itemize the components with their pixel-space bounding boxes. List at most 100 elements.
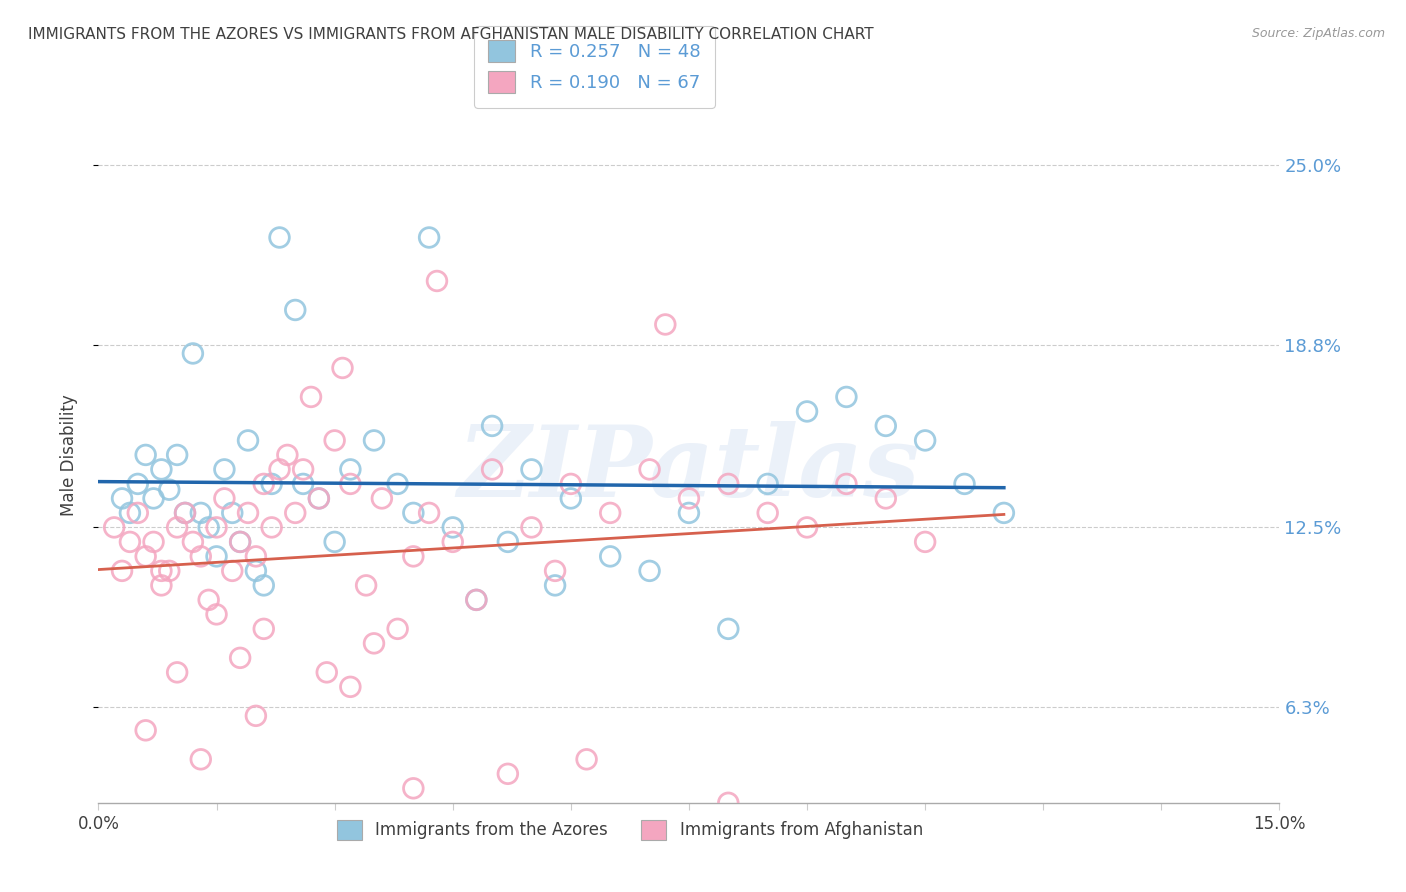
Text: ZIPatlas: ZIPatlas bbox=[458, 421, 920, 517]
Point bbox=[914, 434, 936, 448]
Point bbox=[756, 506, 779, 520]
Point bbox=[363, 636, 385, 650]
Point bbox=[914, 535, 936, 549]
Point bbox=[717, 476, 740, 491]
Point bbox=[142, 491, 165, 506]
Point bbox=[835, 476, 858, 491]
Point bbox=[190, 752, 212, 766]
Point bbox=[315, 665, 337, 680]
Point bbox=[796, 520, 818, 534]
Point bbox=[638, 564, 661, 578]
Point bbox=[127, 506, 149, 520]
Point bbox=[111, 491, 134, 506]
Point bbox=[135, 723, 157, 738]
Legend: R = 0.257   N = 48, R = 0.190   N = 67: R = 0.257 N = 48, R = 0.190 N = 67 bbox=[474, 26, 716, 108]
Point bbox=[253, 476, 276, 491]
Point bbox=[197, 592, 219, 607]
Point bbox=[284, 303, 307, 318]
Point bbox=[181, 346, 204, 360]
Point bbox=[253, 622, 276, 636]
Point bbox=[354, 578, 377, 592]
Point bbox=[236, 506, 259, 520]
Point bbox=[835, 390, 858, 404]
Point bbox=[166, 520, 188, 534]
Point bbox=[575, 752, 598, 766]
Point bbox=[402, 781, 425, 796]
Point bbox=[150, 578, 173, 592]
Point bbox=[560, 476, 582, 491]
Point bbox=[796, 404, 818, 418]
Point bbox=[418, 230, 440, 244]
Point bbox=[205, 607, 228, 622]
Point bbox=[157, 483, 180, 497]
Point bbox=[402, 506, 425, 520]
Point bbox=[308, 491, 330, 506]
Legend: Immigrants from the Azores, Immigrants from Afghanistan: Immigrants from the Azores, Immigrants f… bbox=[330, 813, 929, 847]
Point bbox=[142, 535, 165, 549]
Point bbox=[363, 434, 385, 448]
Point bbox=[387, 476, 409, 491]
Point bbox=[229, 535, 252, 549]
Point bbox=[118, 506, 141, 520]
Point bbox=[174, 506, 197, 520]
Point bbox=[245, 564, 267, 578]
Point bbox=[323, 434, 346, 448]
Text: Source: ZipAtlas.com: Source: ZipAtlas.com bbox=[1251, 27, 1385, 40]
Point bbox=[308, 491, 330, 506]
Point bbox=[269, 230, 291, 244]
Point bbox=[118, 535, 141, 549]
Point bbox=[323, 535, 346, 549]
Point bbox=[544, 564, 567, 578]
Point bbox=[481, 419, 503, 434]
Point bbox=[150, 564, 173, 578]
Point bbox=[426, 274, 449, 288]
Y-axis label: Male Disability: Male Disability bbox=[59, 394, 77, 516]
Point bbox=[520, 520, 543, 534]
Point bbox=[339, 680, 361, 694]
Point bbox=[292, 462, 315, 476]
Point bbox=[481, 462, 503, 476]
Point bbox=[339, 462, 361, 476]
Point bbox=[441, 520, 464, 534]
Point bbox=[197, 520, 219, 534]
Point bbox=[560, 491, 582, 506]
Point bbox=[229, 535, 252, 549]
Point bbox=[717, 796, 740, 810]
Point bbox=[214, 491, 236, 506]
Point bbox=[181, 535, 204, 549]
Point bbox=[150, 462, 173, 476]
Point bbox=[103, 520, 125, 534]
Point bbox=[418, 506, 440, 520]
Point bbox=[544, 578, 567, 592]
Point bbox=[465, 592, 488, 607]
Point bbox=[678, 491, 700, 506]
Point bbox=[135, 549, 157, 564]
Point bbox=[599, 549, 621, 564]
Point bbox=[371, 491, 394, 506]
Point bbox=[229, 651, 252, 665]
Point bbox=[157, 564, 180, 578]
Point bbox=[245, 549, 267, 564]
Point bbox=[135, 448, 157, 462]
Point bbox=[111, 564, 134, 578]
Point bbox=[756, 476, 779, 491]
Point bbox=[441, 535, 464, 549]
Point bbox=[269, 462, 291, 476]
Point bbox=[190, 506, 212, 520]
Point bbox=[953, 476, 976, 491]
Point bbox=[638, 462, 661, 476]
Point bbox=[260, 476, 283, 491]
Point bbox=[253, 578, 276, 592]
Point bbox=[332, 361, 354, 376]
Point bbox=[236, 434, 259, 448]
Point bbox=[599, 506, 621, 520]
Point bbox=[387, 622, 409, 636]
Point bbox=[205, 549, 228, 564]
Point bbox=[292, 476, 315, 491]
Point bbox=[166, 665, 188, 680]
Point bbox=[190, 549, 212, 564]
Point bbox=[174, 506, 197, 520]
Point bbox=[496, 535, 519, 549]
Point bbox=[260, 520, 283, 534]
Point bbox=[402, 549, 425, 564]
